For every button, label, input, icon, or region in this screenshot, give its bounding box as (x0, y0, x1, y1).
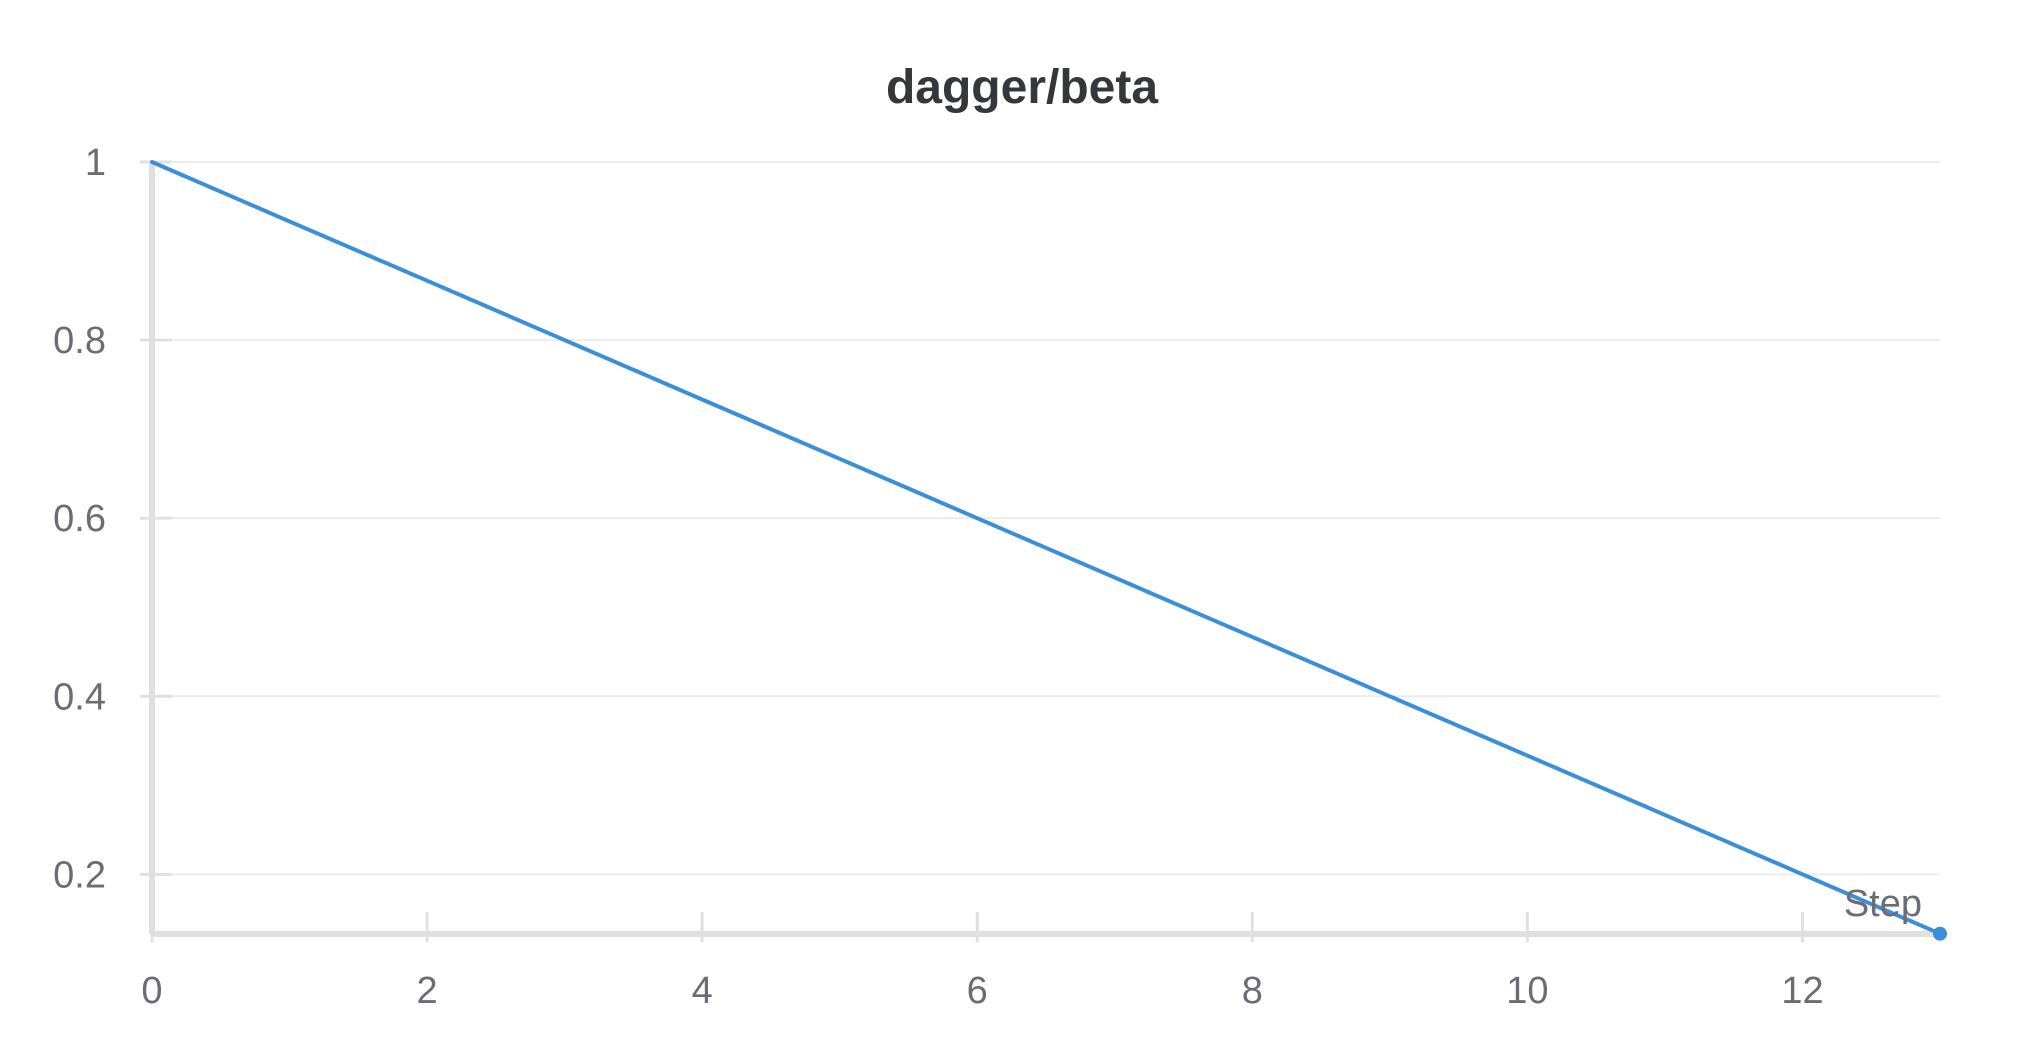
chart-title: dagger/beta (886, 61, 1158, 114)
x-tick-label: 10 (1506, 970, 1548, 1012)
x-tick-label: 0 (141, 970, 162, 1012)
x-axis-label: Step (1844, 883, 1922, 925)
gridlines (152, 161, 1940, 876)
y-tick-label: 0.6 (53, 498, 106, 540)
y-tick-label: 0.8 (53, 320, 106, 362)
x-tick-label: 8 (1242, 970, 1263, 1012)
x-tick-label: 12 (1781, 970, 1823, 1012)
y-axis: 0.2 0.4 0.6 0.8 1 (53, 142, 172, 934)
x-axis: 0 2 4 6 8 10 12 (141, 912, 1940, 1012)
series-layer (150, 160, 1947, 941)
y-tick-label: 0.4 (53, 676, 106, 718)
data-point (1933, 926, 1947, 941)
y-tick-label: 0.2 (53, 854, 106, 896)
x-tick-label: 6 (967, 970, 988, 1012)
x-tick-label: 4 (692, 970, 713, 1012)
x-tick-label: 2 (417, 970, 438, 1012)
y-tick-label: 1 (85, 142, 106, 184)
series-line (150, 160, 1942, 936)
